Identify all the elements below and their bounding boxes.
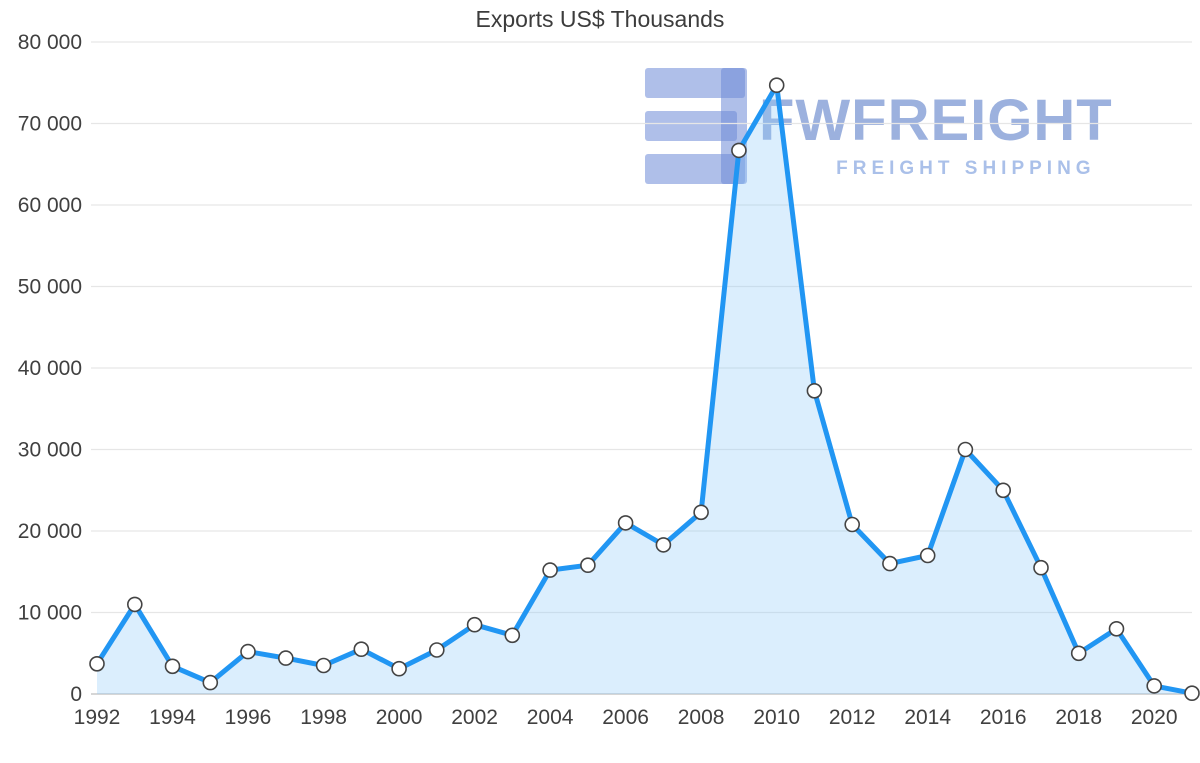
data-point-2017[interactable] bbox=[1033, 559, 1049, 576]
data-point-2004[interactable] bbox=[542, 562, 558, 578]
y-tick-label: 0 bbox=[70, 683, 82, 706]
y-tick-label: 30 000 bbox=[18, 439, 82, 462]
x-tick-label: 2014 bbox=[904, 706, 951, 729]
data-point-2010[interactable] bbox=[768, 77, 785, 93]
x-tick-label: 2018 bbox=[1055, 706, 1102, 729]
data-point-2013[interactable] bbox=[882, 555, 898, 572]
data-point-2001[interactable] bbox=[428, 642, 445, 658]
data-point-1997[interactable] bbox=[277, 650, 294, 666]
watermark-brand: FWFREIGHT bbox=[759, 88, 1113, 153]
data-point-2007[interactable] bbox=[655, 537, 672, 553]
watermark-text: FWFREIGHT FREIGHT SHIPPING bbox=[759, 68, 1113, 180]
data-point-1992[interactable] bbox=[89, 655, 105, 672]
data-point-1996[interactable] bbox=[240, 643, 256, 660]
data-point-1993[interactable] bbox=[127, 596, 143, 613]
data-point-2002[interactable] bbox=[466, 616, 483, 633]
data-point-1994[interactable] bbox=[164, 658, 181, 675]
area-fill bbox=[97, 85, 1192, 694]
chart-title: Exports US$ Thousands bbox=[475, 6, 725, 32]
data-point-2008[interactable] bbox=[693, 504, 709, 521]
data-point-2009[interactable] bbox=[731, 142, 747, 159]
data-point-2014[interactable] bbox=[919, 547, 936, 564]
data-point-2005[interactable] bbox=[580, 557, 596, 574]
y-tick-label: 20 000 bbox=[18, 520, 82, 543]
data-point-1998[interactable] bbox=[315, 657, 332, 674]
x-tick-label: 2020 bbox=[1131, 706, 1178, 729]
x-tick-label: 2010 bbox=[753, 706, 800, 729]
x-tick-label: 2002 bbox=[451, 706, 498, 729]
data-point-2012[interactable] bbox=[844, 516, 861, 533]
data-point-2011[interactable] bbox=[806, 382, 823, 399]
y-tick-label: 10 000 bbox=[18, 602, 82, 625]
y-tick-label: 70 000 bbox=[18, 113, 82, 136]
y-tick-label: 80 000 bbox=[18, 31, 82, 54]
x-tick-label: 1994 bbox=[149, 706, 196, 729]
data-point-2021[interactable] bbox=[1184, 685, 1200, 702]
x-tick-label: 2008 bbox=[678, 706, 725, 729]
x-tick-label: 2004 bbox=[527, 706, 574, 729]
watermark-tagline: FREIGHT SHIPPING bbox=[836, 158, 1096, 179]
y-tick-label: 40 000 bbox=[18, 357, 82, 380]
data-point-2016[interactable] bbox=[995, 482, 1012, 499]
data-point-2015[interactable] bbox=[957, 441, 974, 458]
data-point-1995[interactable] bbox=[202, 674, 219, 691]
x-tick-label: 2016 bbox=[980, 706, 1027, 729]
data-point-2020[interactable] bbox=[1146, 678, 1162, 694]
x-tick-label: 2000 bbox=[376, 706, 423, 729]
x-tick-label: 1992 bbox=[74, 706, 121, 729]
x-tick-label: 1998 bbox=[300, 706, 347, 729]
x-tick-label: 1996 bbox=[225, 706, 272, 729]
watermark: FWFREIGHT FREIGHT SHIPPING bbox=[645, 68, 1113, 184]
data-point-2018[interactable] bbox=[1070, 645, 1087, 662]
data-point-1999[interactable] bbox=[353, 641, 370, 658]
x-tick-label: 2012 bbox=[829, 706, 876, 729]
data-point-2000[interactable] bbox=[391, 660, 407, 677]
x-tick-label: 2006 bbox=[602, 706, 649, 729]
data-point-2003[interactable] bbox=[504, 627, 521, 644]
data-point-2006[interactable] bbox=[617, 515, 634, 531]
data-point-2019[interactable] bbox=[1108, 620, 1125, 637]
y-tick-label: 50 000 bbox=[18, 276, 82, 299]
y-tick-label: 60 000 bbox=[18, 194, 82, 217]
